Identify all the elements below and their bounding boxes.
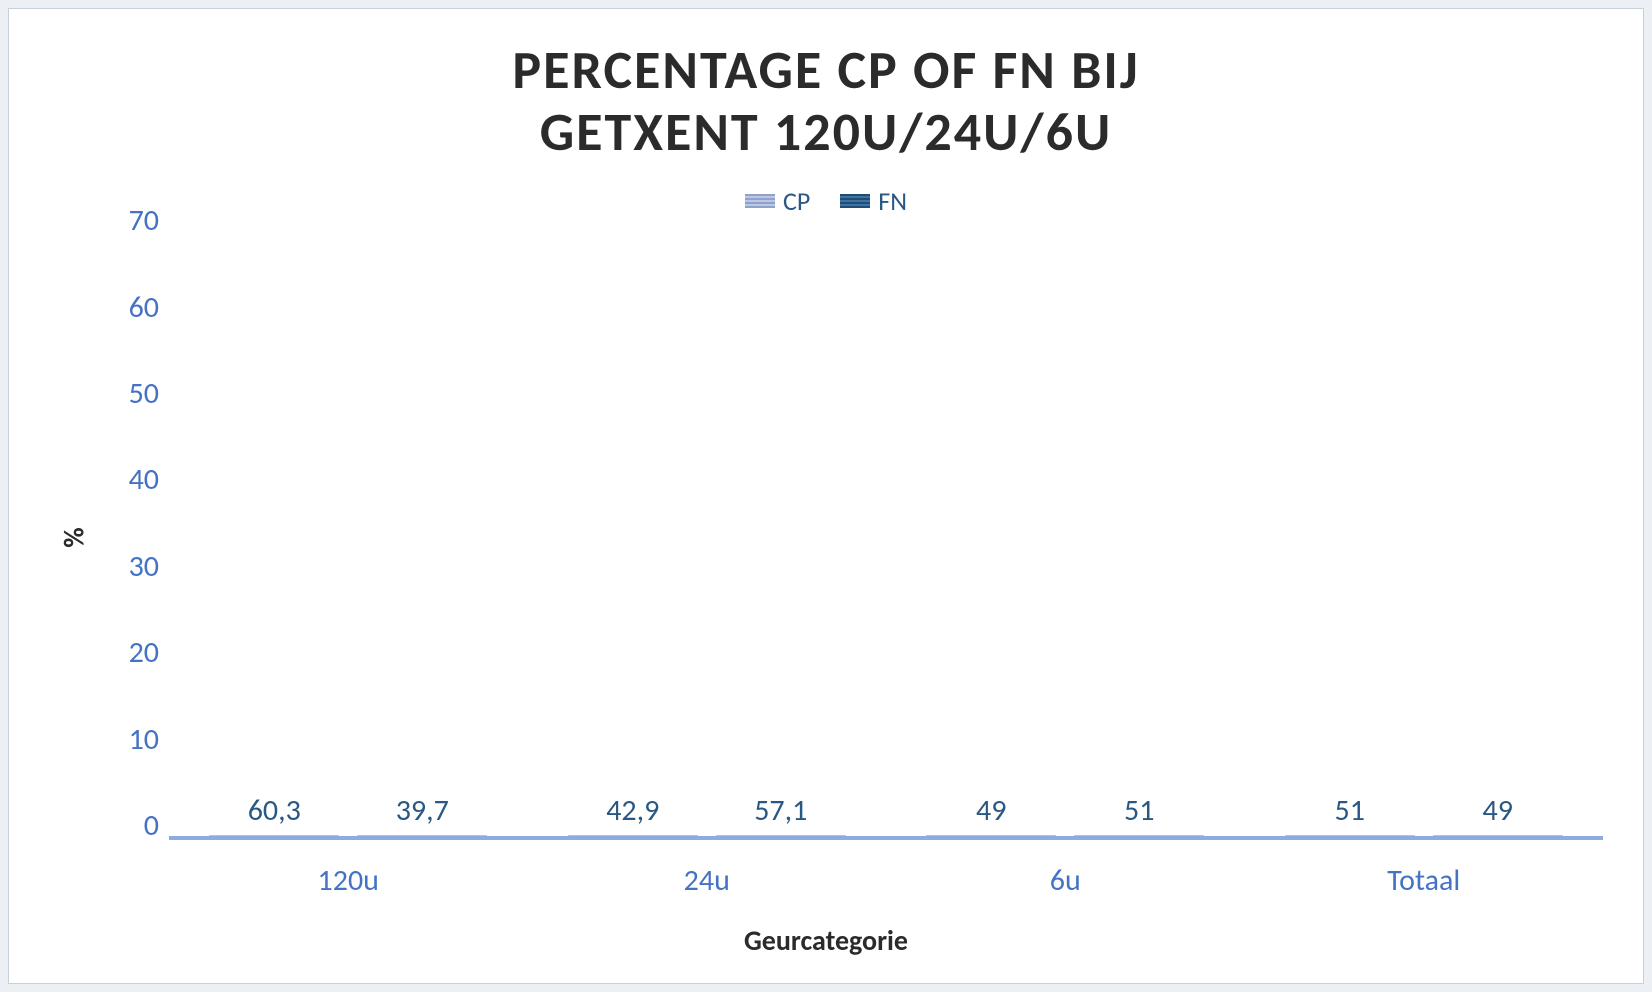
bar-value-label: 51 — [1335, 792, 1365, 829]
plot-area: 60,3 39,7 42,9 57,1 49 51 51 49 — [169, 235, 1603, 840]
bar-cp: 49 — [926, 792, 1056, 836]
chart-card: PERCENTAGE CP OF FN BIJ GETXENT 120U/24U… — [8, 8, 1644, 984]
bar-rect — [568, 835, 698, 836]
ylabel-wrap: % — [49, 235, 99, 840]
bar-rect — [926, 835, 1056, 836]
bar-cp: 51 — [1285, 792, 1415, 836]
bar-fn: 51 — [1074, 792, 1204, 836]
bar-group: 42,9 57,1 — [528, 235, 887, 836]
bar-rect — [716, 835, 846, 836]
y-axis-label: % — [56, 527, 91, 547]
bar-group: 60,3 39,7 — [169, 235, 528, 836]
x-axis-label: Geurcategorie — [49, 923, 1603, 958]
legend-swatch-cp — [745, 194, 775, 208]
bar-value-label: 39,7 — [396, 792, 449, 829]
bar-value-label: 42,9 — [606, 792, 659, 829]
x-tick-label: 120u — [169, 840, 528, 899]
bar-fn: 57,1 — [716, 792, 846, 836]
x-tick-label: 6u — [886, 840, 1245, 899]
legend-item-fn: FN — [840, 185, 907, 217]
bar-group: 49 51 — [886, 235, 1245, 836]
chart-title-line1: PERCENTAGE CP OF FN BIJ — [49, 39, 1603, 101]
y-axis: 706050403020100 — [99, 235, 169, 840]
legend-label-fn: FN — [878, 185, 907, 217]
legend-label-cp: CP — [783, 185, 810, 217]
bar-fn: 49 — [1433, 792, 1563, 836]
bar-fn: 39,7 — [357, 792, 487, 836]
bar-rect — [1285, 835, 1415, 836]
bar-value-label: 60,3 — [248, 792, 301, 829]
bar-value-label: 57,1 — [754, 792, 807, 829]
x-tick-label: 24u — [528, 840, 887, 899]
legend-swatch-fn — [840, 194, 870, 208]
bar-value-label: 49 — [976, 792, 1006, 829]
bar-value-label: 49 — [1483, 792, 1513, 829]
bar-rect — [209, 835, 339, 836]
chart-outer: PERCENTAGE CP OF FN BIJ GETXENT 120U/24U… — [0, 0, 1652, 992]
bar-rect — [1074, 835, 1204, 836]
bar-cp: 42,9 — [568, 792, 698, 836]
legend: CP FN — [49, 185, 1603, 217]
chart-title: PERCENTAGE CP OF FN BIJ GETXENT 120U/24U… — [49, 39, 1603, 163]
x-axis: 120u24u6uTotaal — [169, 840, 1603, 899]
plot-row: % 706050403020100 60,339,742,957,1495151… — [49, 235, 1603, 840]
bar-cp: 60,3 — [209, 792, 339, 836]
legend-item-cp: CP — [745, 185, 810, 217]
chart-title-line2: GETXENT 120U/24U/6U — [49, 101, 1603, 163]
x-tick-label: Totaal — [1245, 840, 1604, 899]
bar-value-label: 51 — [1124, 792, 1154, 829]
bar-rect — [1433, 835, 1563, 836]
bar-rect — [357, 835, 487, 836]
bar-group: 51 49 — [1245, 235, 1604, 836]
